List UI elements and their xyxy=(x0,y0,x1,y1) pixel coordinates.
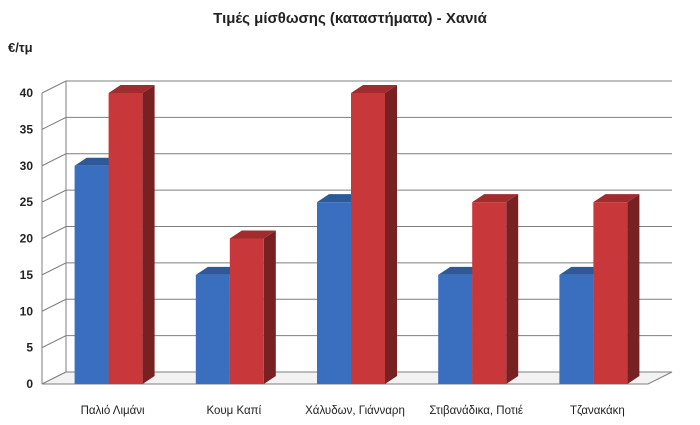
x-axis-labels: Παλιό Λιμάνι Κουμ Καπί Χάλυδων, Γιάνναρη Στ… xyxy=(81,405,625,417)
bar xyxy=(593,194,640,384)
gridline-wall xyxy=(41,335,67,349)
bar-top xyxy=(351,85,397,93)
y-tick-label: 40 xyxy=(20,86,34,100)
y-tick-label: 15 xyxy=(20,268,34,282)
bar-front xyxy=(593,202,628,384)
x-tick-label: Στιβανάδικα, Ποτιέ xyxy=(429,405,523,417)
gridline-wall xyxy=(41,80,67,94)
y-axis-unit-label: €/τμ xyxy=(8,40,33,55)
y-axis-ticks: 0 5 10 15 20 25 30 35 40 xyxy=(20,86,34,391)
bar-front xyxy=(108,93,143,384)
bar-top xyxy=(108,85,155,93)
y-tick-label: 10 xyxy=(20,304,34,318)
bar-front xyxy=(74,165,109,384)
bar xyxy=(472,194,519,384)
bar-front xyxy=(195,274,230,384)
bar-front xyxy=(559,274,594,384)
bar-top xyxy=(229,230,276,239)
gridline-wall xyxy=(41,226,67,239)
x-tick-label: Χάλυδων, Γιάνναρη xyxy=(305,405,405,417)
bar-top xyxy=(472,194,519,203)
bar-front xyxy=(317,202,351,384)
bars xyxy=(74,85,640,384)
bar-front xyxy=(438,274,473,384)
chart-title: Τιμές μίσθωσης (καταστήματα) - Χανιά xyxy=(213,10,487,27)
x-tick-label: Τζανακάκη xyxy=(570,405,625,417)
bar-side xyxy=(263,230,276,384)
bar-front xyxy=(472,202,507,384)
gridline-wall xyxy=(41,298,67,312)
bar-side xyxy=(627,194,640,384)
bar xyxy=(351,85,397,384)
bar-side xyxy=(506,194,519,384)
gridline-wall xyxy=(41,153,67,167)
gridline-wall xyxy=(41,116,67,130)
gridline-wall xyxy=(41,189,67,203)
bar-front xyxy=(351,93,385,384)
y-tick-label: 30 xyxy=(20,159,34,173)
x-tick-label: Παλιό Λιμάνι xyxy=(81,405,145,417)
y-tick-label: 35 xyxy=(20,122,34,136)
bar-side xyxy=(142,85,155,384)
bar-top xyxy=(593,194,640,203)
y-tick-label: 20 xyxy=(20,232,34,246)
bar-side xyxy=(385,85,397,384)
y-tick-label: 5 xyxy=(26,341,33,355)
bar xyxy=(229,230,276,384)
gridline-wall xyxy=(41,262,67,276)
x-tick-label: Κουμ Καπί xyxy=(206,405,261,417)
bar xyxy=(108,85,155,384)
y-tick-label: 25 xyxy=(20,195,34,209)
bar-front xyxy=(229,238,264,384)
y-tick-label: 0 xyxy=(26,377,33,391)
